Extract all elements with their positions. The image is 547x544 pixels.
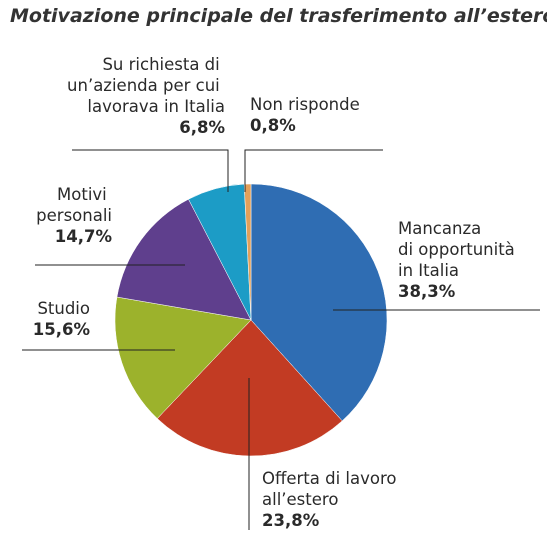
slice-label: Su richiesta di un’azienda per cui lavor… bbox=[67, 55, 225, 116]
slice-label: Offerta di lavoro all’estero bbox=[262, 469, 402, 509]
label-line: Mancanza bbox=[398, 219, 486, 238]
pie-slice bbox=[114, 296, 252, 419]
value-label: 6,8% bbox=[179, 118, 225, 137]
label-line: Non risponde bbox=[250, 95, 360, 114]
slice-label: Mancanza di opportunità in Italia bbox=[398, 219, 520, 280]
leader-line bbox=[244, 149, 383, 192]
label-line: Motivi bbox=[57, 185, 112, 204]
label-line: Su richiesta di bbox=[102, 55, 225, 74]
label-line: Studio bbox=[37, 299, 90, 318]
value-label: 0,8% bbox=[250, 116, 296, 135]
value-label: 38,3% bbox=[398, 282, 456, 301]
pie-slice bbox=[116, 198, 252, 321]
value-label: 23,8% bbox=[262, 511, 320, 530]
value-label: 14,7% bbox=[55, 227, 113, 246]
label-line: di opportunità bbox=[398, 240, 520, 259]
label-line: lavorava in Italia bbox=[87, 97, 225, 116]
label-line: in Italia bbox=[398, 261, 459, 280]
pie-slice bbox=[250, 183, 388, 422]
label-line: Offerta di lavoro bbox=[262, 469, 402, 488]
slice-label: Motivi personali bbox=[36, 185, 112, 225]
slice-label: Studio bbox=[37, 299, 90, 318]
label-line: un’azienda per cui bbox=[67, 76, 225, 95]
leader-line bbox=[72, 149, 229, 192]
chart-title: Motivazione principale del trasferimento… bbox=[10, 5, 547, 27]
label-line: all’estero bbox=[262, 490, 338, 509]
value-label: 15,6% bbox=[33, 320, 91, 339]
label-line: personali bbox=[36, 206, 112, 225]
slice-label: Non risponde bbox=[250, 95, 360, 114]
pie-slice bbox=[243, 183, 252, 321]
